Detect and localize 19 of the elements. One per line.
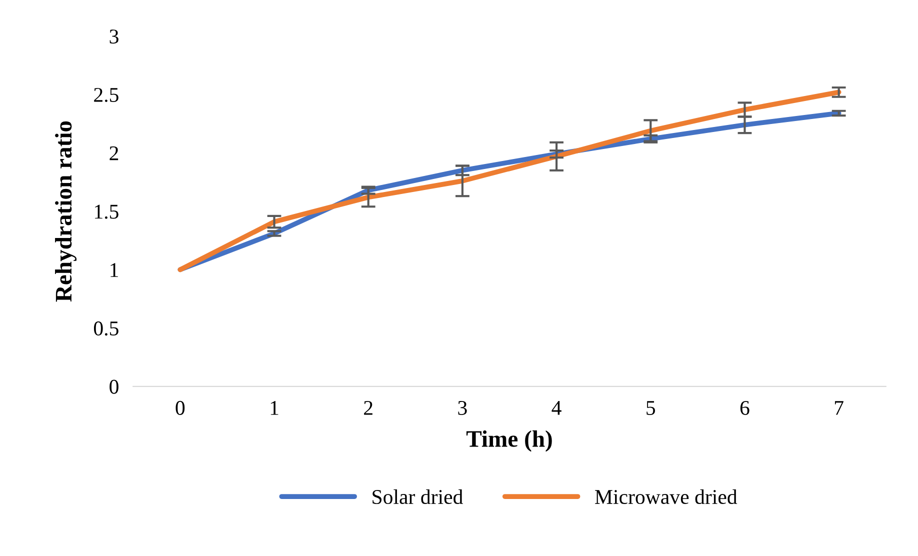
y-tick-label: 2.5 <box>94 88 118 102</box>
y-tick-label: 3 <box>110 30 118 44</box>
y-tick-label: 0.5 <box>94 321 118 336</box>
x-tick-label: 6 <box>740 400 750 415</box>
y-tick-label: 0 <box>110 380 118 394</box>
y-tick-label: 2 <box>110 146 118 160</box>
x-tick-label: 3 <box>458 400 467 415</box>
y-tick-label: 1.5 <box>95 204 118 219</box>
x-tick-label: 0 <box>176 400 185 415</box>
x-axis-title: Time (h) <box>466 430 552 452</box>
x-tick-label: 7 <box>834 401 844 415</box>
y-tick-label: 1 <box>110 263 118 277</box>
x-tick-label: 5 <box>646 401 656 415</box>
legend-label: Microwave dried <box>595 489 738 504</box>
x-tick-label: 1 <box>270 401 278 415</box>
legend-label: Solar dried <box>372 489 463 504</box>
x-tick-label: 2 <box>364 400 372 415</box>
x-tick-label: 4 <box>552 401 562 415</box>
y-axis-title: Rehydration ratio <box>55 121 77 302</box>
